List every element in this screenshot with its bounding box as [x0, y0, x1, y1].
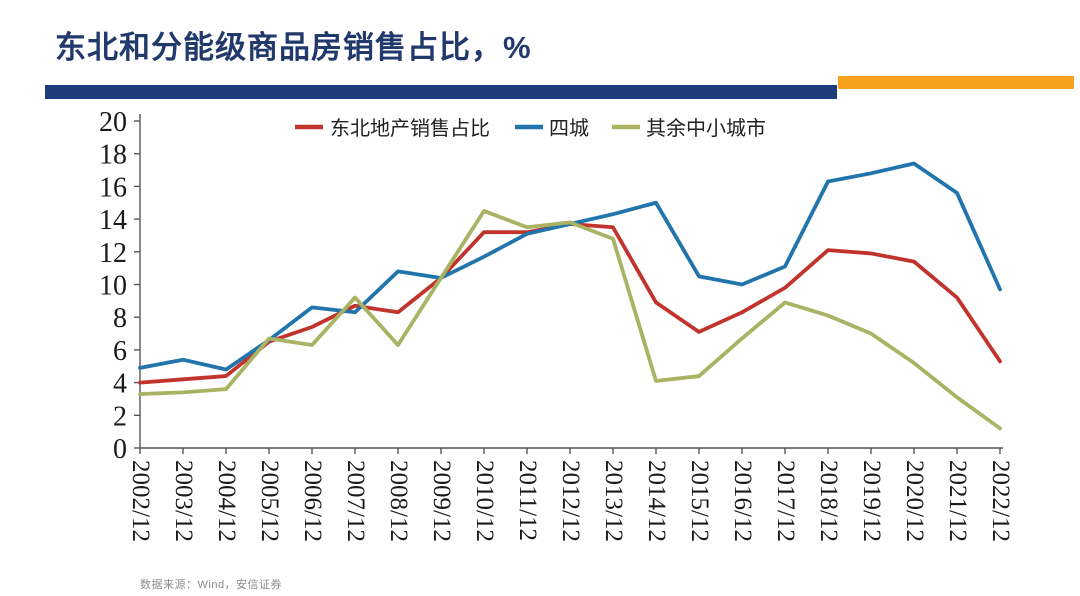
x-tick-label: 2004/12 — [213, 460, 240, 542]
chart-series-lines — [138, 161, 1002, 431]
x-tick-label: 2010/12 — [471, 460, 498, 542]
y-tick-label: 16 — [99, 172, 127, 203]
y-tick-label: 18 — [99, 140, 127, 171]
page-title: 东北和分能级商品房销售占比，% — [55, 30, 532, 65]
y-tick-label: 6 — [113, 336, 127, 367]
title-underline-orange-bar — [838, 76, 1074, 89]
y-tick-label: 4 — [113, 369, 127, 400]
x-tick-label: 2015/12 — [686, 460, 713, 542]
x-tick-label: 2013/12 — [600, 460, 627, 542]
legend-label-0: 东北地产销售占比 — [330, 117, 490, 140]
chart-axes — [134, 114, 1003, 454]
chart-legend: 东北地产销售占比 四城 其余中小城市 — [295, 117, 766, 140]
x-tick-label: 2012/12 — [557, 460, 584, 542]
x-tick-label: 2002/12 — [127, 460, 154, 542]
title-underline-navy-bar — [45, 85, 837, 99]
y-tick-label: 2 — [113, 401, 127, 432]
x-tick-label: 2006/12 — [299, 460, 326, 542]
x-tick-label: 2021/12 — [944, 460, 971, 542]
x-tick-label: 2019/12 — [858, 460, 885, 542]
x-tick-label: 2005/12 — [256, 460, 283, 542]
x-tick-label: 2020/12 — [901, 460, 928, 542]
legend-label-1: 四城 — [549, 117, 589, 140]
y-tick-label: 20 — [99, 107, 127, 138]
y-tick-label: 10 — [99, 271, 127, 302]
x-tick-label: 2016/12 — [729, 460, 756, 542]
x-tick-label: 2007/12 — [342, 460, 369, 542]
series-line-2 — [138, 209, 1002, 431]
x-axis-labels: 2002/12 2003/12 2004/12 2005/12 2006/12 2007/… — [127, 460, 1014, 542]
x-tick-label: 2003/12 — [170, 460, 197, 542]
source-note: 数据来源：Wind，安信证券 — [140, 579, 283, 591]
x-tick-label: 2011/12 — [514, 460, 541, 541]
y-tick-label: 8 — [113, 303, 127, 334]
y-tick-label: 14 — [99, 205, 127, 236]
legend-label-2: 其余中小城市 — [646, 117, 766, 140]
y-tick-label: 12 — [99, 238, 127, 269]
x-tick-label: 2022/12 — [987, 460, 1014, 542]
x-tick-label: 2014/12 — [643, 460, 670, 542]
y-tick-label: 0 — [113, 434, 127, 465]
series-line-0 — [138, 222, 1002, 385]
x-tick-label: 2009/12 — [428, 460, 455, 542]
x-tick-label: 2018/12 — [815, 460, 842, 542]
x-tick-label: 2008/12 — [385, 460, 412, 542]
x-tick-label: 2017/12 — [772, 460, 799, 542]
